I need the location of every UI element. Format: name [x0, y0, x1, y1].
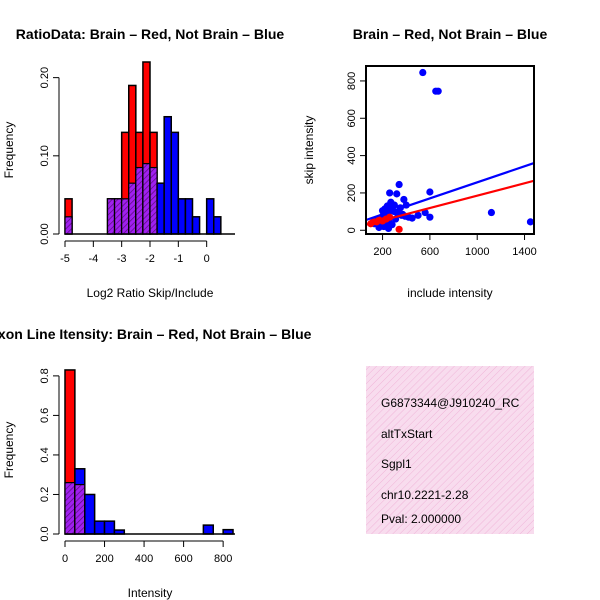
intensity-scatter-y-tick-label: 600: [346, 109, 358, 127]
intensity-scatter-x-tick-label: 1000: [465, 246, 489, 258]
intensity-histogram-x-tick-label: 200: [95, 553, 113, 565]
intensity-scatter-point-not-brain: [387, 198, 395, 206]
intensity-scatter-point-not-brain: [388, 221, 396, 229]
intensity-scatter-xlabel: include intensity: [407, 286, 492, 300]
ratio-histogram-y-tick-label: 0.20: [39, 67, 51, 88]
intensity-histogram-ylabel: Frequency: [2, 422, 16, 479]
ratio-histogram-y-tick-label: 0.10: [39, 145, 51, 166]
ratio-histogram-axes: -5 -4 -3 -2 -1 0 0.00 0.10 0.20: [39, 67, 210, 265]
ratio-histogram-bar-not-brain: [191, 216, 201, 235]
intensity-histogram-bar-overlap: [64, 482, 76, 535]
intensity-histogram-xlabel: Intensity: [128, 586, 173, 600]
info-location: chr10.2221-2.28: [381, 488, 469, 502]
intensity-scatter-point-not-brain: [487, 208, 496, 217]
ratio-histogram-y-tick-label: 0.00: [39, 223, 51, 244]
intensity-scatter-point-not-brain: [434, 87, 442, 95]
ratio-histogram-bar-not-brain: [170, 131, 180, 235]
intensity-scatter-fit-line-brain: [366, 179, 534, 226]
info-gene: Sgpl1: [381, 457, 412, 471]
intensity-scatter-point-not-brain: [408, 214, 416, 222]
intensity-histogram-y-tick-label: 0.8: [39, 368, 51, 383]
intensity-histogram-x-tick-label: 0: [62, 553, 68, 565]
intensity-histogram-bar-not-brain: [202, 524, 215, 535]
intensity-scatter-title: Brain – Red, Not Brain – Blue: [353, 26, 548, 42]
info-pval: Pval: 2.000000: [381, 512, 461, 526]
ratio-histogram-ylabel: Frequency: [2, 122, 16, 179]
ratio-histogram-bar-overlap: [113, 198, 123, 235]
intensity-histogram-y-tick-label: 0.6: [39, 408, 51, 423]
info-panel: G6873344@J910240_RC altTxStart Sgpl1 chr…: [366, 366, 534, 534]
intensity-histogram-bar-not-brain: [93, 520, 106, 535]
intensity-histogram-y-tick-label: 0.0: [39, 526, 51, 541]
intensity-scatter-point-not-brain: [393, 190, 401, 198]
ratio-histogram-bar-not-brain: [156, 182, 165, 235]
intensity-scatter-point-not-brain: [526, 218, 534, 226]
intensity-scatter-ylabel: skip intensity: [302, 116, 316, 185]
intensity-scatter-point-not-brain: [395, 180, 403, 189]
info-probe-id: G6873344@J910240_RC: [381, 396, 520, 410]
ratio-histogram-bar-not-brain: [213, 216, 222, 235]
ratio-histogram-x-tick-label: -3: [117, 253, 127, 265]
intensity-scatter-marks: [365, 65, 535, 235]
intensity-histogram-bar-not-brain: [84, 493, 96, 535]
intensity-scatter-point-not-brain: [400, 195, 408, 204]
ratio-histogram-bar-overlap: [128, 182, 137, 235]
intensity-scatter-y-tick-label: 200: [346, 184, 358, 202]
intensity-scatter-y-tick-label: 800: [346, 72, 358, 90]
intensity-histogram-bars: [64, 369, 235, 535]
intensity-histogram-y-tick-label: 0.4: [39, 447, 51, 462]
intensity-histogram-panel: Exon Line Itensity: Brain – Red, Not Bra…: [0, 326, 312, 600]
intensity-scatter-x-tick-label: 1400: [512, 246, 536, 258]
ratio-histogram-x-tick-label: -5: [60, 253, 70, 265]
ratio-histogram-panel: RatioData: Brain – Red, Not Brain – Blue…: [2, 26, 284, 300]
intensity-histogram-axes: 0 200 400 600 800 0.0 0.2 0.4 0.6 0.8: [39, 368, 232, 565]
intensity-scatter-axes: 200 600 1000 1400 0 200 400 600 800: [346, 72, 537, 258]
intensity-scatter-x-tick-label: 200: [373, 246, 391, 258]
intensity-scatter-point-not-brain: [426, 188, 434, 196]
ratio-histogram-bar-overlap: [64, 216, 73, 235]
intensity-histogram-x-tick-label: 600: [174, 553, 192, 565]
ratio-histogram-bars: [64, 61, 235, 235]
ratio-histogram-x-tick-label: -4: [88, 253, 98, 265]
intensity-histogram-bar-not-brain: [103, 520, 116, 535]
ratio-histogram-bar-overlap: [135, 166, 144, 235]
info-event-type: altTxStart: [381, 427, 433, 441]
ratio-histogram-bar-overlap: [149, 166, 158, 235]
ratio-histogram-bar-not-brain: [177, 198, 187, 235]
intensity-scatter-fit-line-not-brain: [366, 162, 534, 222]
intensity-scatter-point-not-brain: [419, 68, 427, 77]
intensity-histogram-x-tick-label: 400: [135, 553, 153, 565]
ratio-histogram-bar-not-brain: [205, 198, 215, 235]
ratio-histogram-bar-not-brain: [184, 198, 194, 235]
intensity-scatter-x-tick-label: 600: [421, 246, 439, 258]
ratio-histogram-bar-not-brain: [163, 115, 173, 235]
ratio-histogram-x-tick-label: -2: [145, 253, 155, 265]
intensity-scatter-point-not-brain: [386, 189, 394, 197]
intensity-scatter-y-tick-label: 400: [346, 146, 358, 164]
intensity-scatter-point-not-brain: [414, 211, 422, 219]
ratio-histogram-xlabel: Log2 Ratio Skip/Include: [87, 286, 214, 300]
ratio-histogram-x-tick-label: 0: [204, 253, 210, 265]
info-panel-background: [366, 366, 534, 534]
intensity-histogram-y-tick-label: 0.2: [39, 487, 51, 502]
intensity-histogram-title: Exon Line Itensity: Brain – Red, Not Bra…: [0, 326, 312, 342]
intensity-scatter-y-tick-label: 0: [346, 227, 358, 233]
ratio-histogram-title: RatioData: Brain – Red, Not Brain – Blue: [16, 26, 285, 42]
ratio-histogram-x-tick-label: -1: [173, 253, 183, 265]
intensity-scatter-point-brain: [395, 225, 403, 233]
intensity-scatter-plot-area: [366, 68, 534, 233]
intensity-scatter-panel: Brain – Red, Not Brain – Blue 200 600 1000…: [302, 26, 547, 300]
intensity-histogram-bar-overlap: [74, 483, 86, 535]
ratio-histogram-bar-overlap: [121, 198, 130, 235]
intensity-histogram-x-tick-label: 800: [214, 553, 232, 565]
intensity-scatter-point-not-brain: [426, 213, 434, 221]
ratio-histogram-bar-overlap: [142, 163, 151, 235]
ratio-histogram-bar-overlap: [106, 198, 116, 235]
